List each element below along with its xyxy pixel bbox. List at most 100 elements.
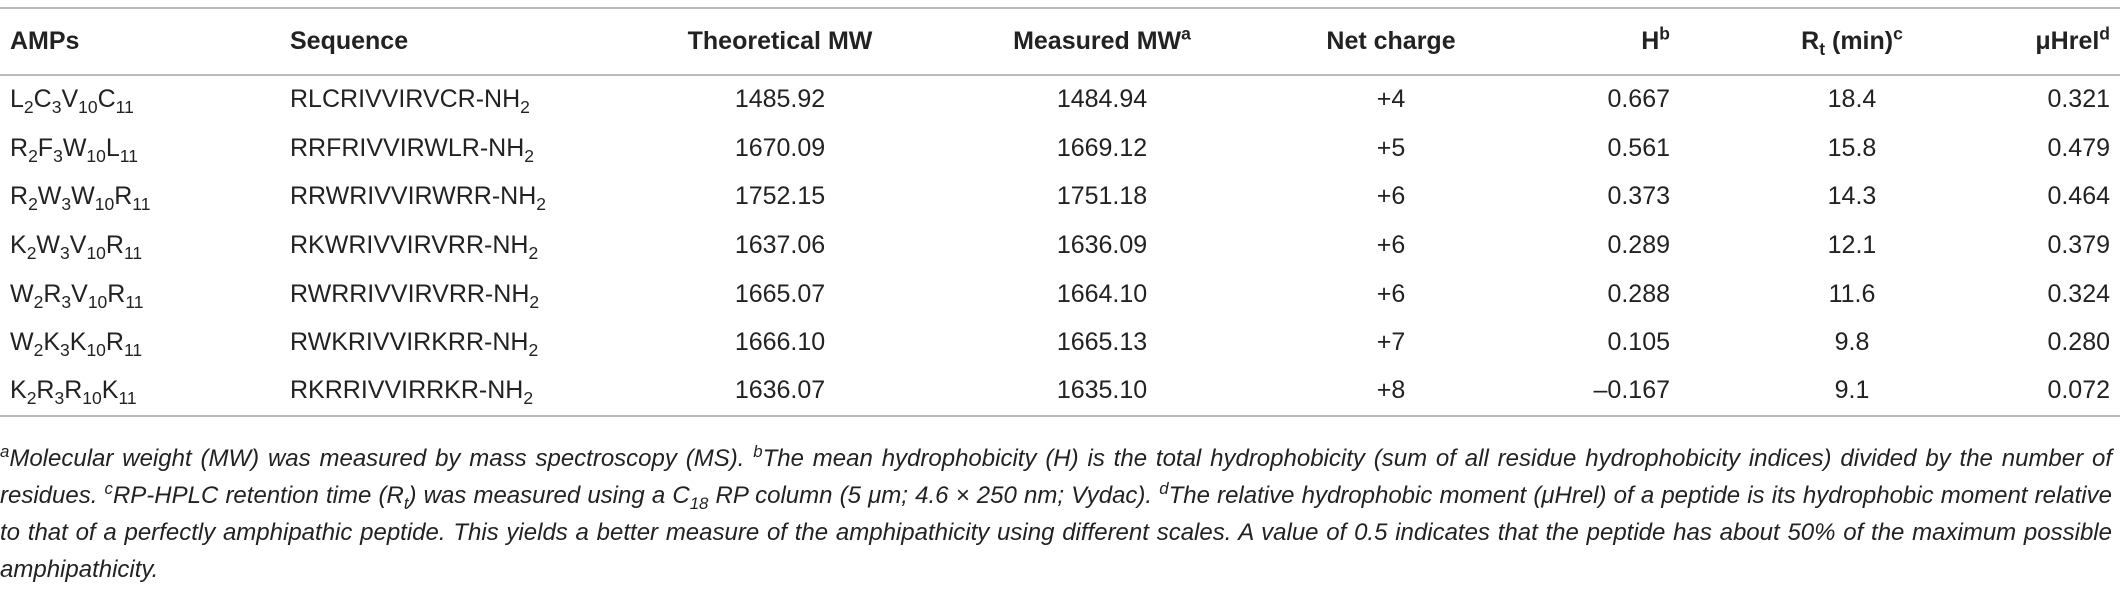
- table-cell: 1669.12: [940, 124, 1264, 173]
- text: V: [71, 279, 88, 308]
- text: 0.321: [2047, 85, 2110, 114]
- text: V: [61, 85, 79, 114]
- table-cell: –0.167: [1518, 367, 1680, 416]
- text: R: [105, 328, 124, 357]
- subscript: 11: [125, 291, 144, 312]
- header-row: AMPs Sequence Theoretical MW Measured MWa Ne…: [0, 8, 2120, 75]
- table-cell: 0.280: [2024, 318, 2120, 367]
- subscript: 10: [94, 194, 115, 215]
- table-cell: 0.561: [1518, 124, 1680, 173]
- table-cell: 11.6: [1680, 270, 2024, 319]
- table-row: R2F3W10L11 RRFRIVVIRWLR-NH2 1670.09 1669.12…: [0, 124, 2120, 173]
- text: RWRRIVVIRVRR-NH: [290, 279, 530, 308]
- text: –0.167: [1593, 376, 1670, 405]
- text: 0.464: [2047, 182, 2110, 211]
- text: RP column (5 μm; 4.6 × 250 nm; Vydac).: [708, 482, 1160, 509]
- table-body: L2C3V10C11 RLCRIVVIRVCR-NH2 1485.92 1484.94…: [0, 75, 2120, 416]
- text: RKRRIVVIRRKR-NH: [290, 376, 524, 405]
- column-header: Theoretical MW: [620, 8, 940, 75]
- subscript: 3: [60, 340, 70, 361]
- table-cell: RWRRIVVIRVRR-NH2: [280, 270, 620, 319]
- text: 1635.10: [1056, 376, 1148, 405]
- text: 1484.94: [1056, 85, 1148, 114]
- subscript: 3: [51, 97, 62, 118]
- text: W: [36, 230, 61, 259]
- table-cell: +6: [1264, 221, 1518, 270]
- text: K: [43, 328, 61, 357]
- table-cell: 0.667: [1518, 75, 1680, 124]
- column-header: Net charge: [1264, 8, 1518, 75]
- text: 1752.15: [734, 182, 826, 211]
- subscript: 10: [82, 388, 102, 409]
- text: The mean hydrophobicity (H) is the total…: [0, 445, 2112, 509]
- table-cell: R2W3W10R11: [0, 172, 280, 221]
- table-cell: W2R3V10R11: [0, 270, 280, 319]
- text: 0.324: [2047, 279, 2110, 308]
- text: Net charge: [1326, 27, 1456, 55]
- subscript: 2: [28, 145, 38, 166]
- text: (min): [1825, 27, 1894, 55]
- text: W: [10, 328, 34, 357]
- text: W: [37, 182, 62, 211]
- table-cell: RRWRIVVIRWRR-NH2: [280, 172, 620, 221]
- table-cell: 9.1: [1680, 367, 2024, 416]
- subscript: 2: [528, 340, 539, 361]
- text: K: [69, 328, 87, 357]
- table-cell: RLCRIVVIRVCR-NH2: [280, 75, 620, 124]
- text: 9.1: [1834, 376, 1870, 405]
- subscript: t: [1819, 39, 1826, 59]
- text: AMPs: [10, 27, 80, 55]
- text: Measured MW: [1013, 27, 1182, 55]
- text: H: [1641, 27, 1660, 55]
- table-cell: RRFRIVVIRWLR-NH2: [280, 124, 620, 173]
- subscript: 10: [86, 145, 106, 166]
- table-cell: +7: [1264, 318, 1518, 367]
- table-row: R2W3W10R11 RRWRIVVIRWRR-NH2 1752.15 1751.18…: [0, 172, 2120, 221]
- text: R: [10, 133, 29, 162]
- superscript: d: [2099, 23, 2110, 44]
- subscript: 2: [524, 145, 534, 166]
- text: +7: [1376, 328, 1406, 357]
- table-cell: +6: [1264, 172, 1518, 221]
- subscript: 2: [33, 291, 44, 312]
- table-cell: W2K3K10R11: [0, 318, 280, 367]
- subscript: 2: [528, 242, 539, 263]
- column-header: Measured MWa: [940, 8, 1264, 75]
- table-cell: +8: [1264, 367, 1518, 416]
- table-cell: +5: [1264, 124, 1518, 173]
- table-cell: 1751.18: [940, 172, 1264, 221]
- text: 14.3: [1827, 182, 1877, 211]
- column-header: μHreld: [2024, 8, 2120, 75]
- table-cell: +4: [1264, 75, 1518, 124]
- text: W: [71, 182, 95, 211]
- text: R: [107, 279, 126, 308]
- subscript: 2: [28, 194, 38, 215]
- text: 1637.06: [734, 230, 826, 259]
- text: The relative hydrophobic moment (μHrel) …: [0, 482, 2112, 583]
- subscript: 3: [60, 242, 70, 263]
- text: 0.373: [1607, 182, 1670, 211]
- text: +5: [1376, 133, 1406, 162]
- subscript: 2: [26, 242, 37, 263]
- table-cell: L2C3V10C11: [0, 75, 280, 124]
- text: 1636.09: [1056, 230, 1148, 259]
- text: R: [105, 230, 124, 259]
- text: W: [10, 279, 34, 308]
- subscript: 11: [123, 340, 143, 361]
- text: L: [10, 85, 24, 114]
- text: +6: [1376, 230, 1406, 259]
- table-cell: 1635.10: [940, 367, 1264, 416]
- table-cell: 12.1: [1680, 221, 2024, 270]
- table-cell: 0.289: [1518, 221, 1680, 270]
- subscript: 11: [119, 145, 138, 166]
- table-cell: 1665.13: [940, 318, 1264, 367]
- subscript: 3: [53, 145, 63, 166]
- text: K: [10, 376, 27, 405]
- table-row: K2W3V10R11 RKWRIVVIRVRR-NH2 1637.06 1636.09…: [0, 221, 2120, 270]
- text: +4: [1376, 85, 1406, 114]
- text: RWKRIVVIRKRR-NH: [290, 328, 529, 357]
- superscript: a: [1181, 23, 1191, 44]
- text: Theoretical MW: [687, 27, 873, 55]
- text: 1665.07: [734, 279, 826, 308]
